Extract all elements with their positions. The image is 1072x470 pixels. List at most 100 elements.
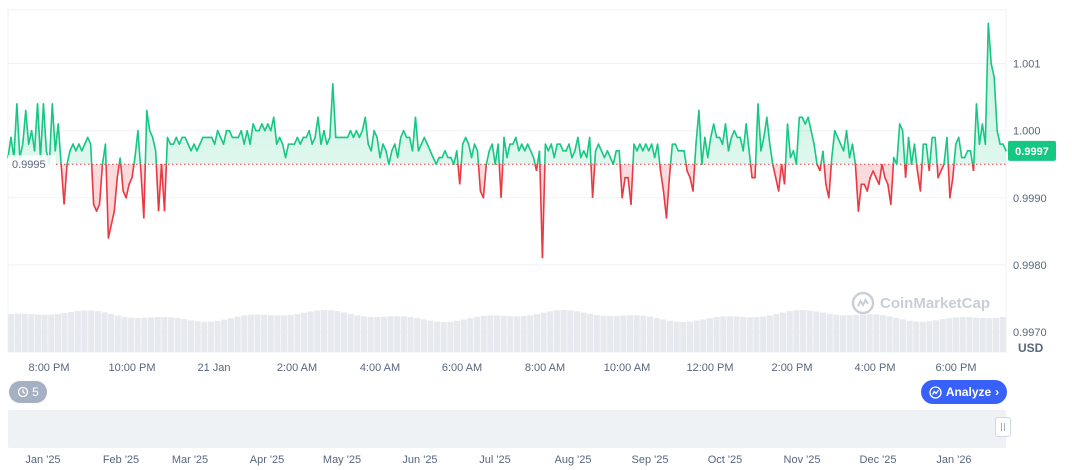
navigator-tick-label: Oct '25 — [708, 454, 743, 466]
baseline-label-bg — [8, 155, 56, 173]
price-segment — [196, 143, 201, 152]
price-segment — [373, 129, 378, 139]
price-segment — [539, 164, 544, 259]
navigator-tick-label: Nov '25 — [784, 454, 821, 466]
navigator-tick-label: Feb '25 — [103, 454, 139, 466]
price-segment — [822, 150, 825, 165]
volume-bar — [108, 313, 115, 352]
price-segment — [659, 164, 662, 172]
volume-bar — [647, 316, 654, 352]
price-segment — [823, 164, 827, 185]
price-segment — [113, 176, 119, 212]
volume-bar — [520, 315, 527, 352]
price-segment — [730, 129, 736, 139]
price-segment — [264, 123, 269, 132]
price-segment — [845, 129, 851, 159]
y-tick-label: 0.9970 — [1013, 327, 1047, 339]
price-segment — [600, 150, 606, 159]
volume-bar — [959, 317, 966, 352]
volume-bar — [933, 320, 940, 352]
price-segment — [444, 150, 449, 159]
price-segment — [706, 136, 712, 159]
price-segment — [978, 123, 984, 145]
price-segment — [190, 143, 195, 152]
volume-bar — [593, 315, 600, 352]
price-segment — [281, 143, 287, 159]
price-segment — [836, 136, 842, 145]
volume-bar — [274, 315, 281, 352]
price-segment — [904, 164, 908, 178]
y-tick-label: 0.9990 — [1013, 193, 1047, 205]
price-segment — [90, 164, 95, 205]
volume-bar — [746, 317, 753, 352]
x-tick-label: 2:00 PM — [772, 362, 813, 374]
price-segment — [346, 129, 352, 139]
price-segment — [963, 150, 969, 159]
price-segment — [830, 129, 836, 159]
price-segment — [491, 143, 496, 166]
price-segment — [784, 123, 789, 165]
price-segment — [721, 123, 727, 145]
navigator-tick-label: Jan '25 — [25, 454, 60, 466]
x-tick-label: 10:00 AM — [604, 362, 650, 374]
x-tick-label: 4:00 AM — [360, 362, 400, 374]
y-tick-label: 1.000 — [1013, 126, 1041, 138]
history-button[interactable]: 5 — [9, 381, 47, 403]
price-segment — [60, 164, 65, 205]
price-segment — [57, 123, 62, 166]
volume-bar — [321, 310, 328, 352]
price-segment — [329, 82, 334, 139]
price-segment — [786, 123, 792, 159]
price-segment — [580, 150, 585, 159]
price-segment — [154, 150, 158, 165]
price-segment — [686, 170, 691, 179]
price-segment — [75, 143, 80, 152]
volume-bar — [820, 312, 827, 352]
price-segment — [385, 150, 390, 166]
price-segment — [591, 164, 596, 198]
price-segment — [993, 76, 998, 132]
x-tick-label: 10:00 PM — [108, 362, 155, 374]
price-segment — [311, 136, 316, 145]
price-segment — [460, 144, 464, 165]
price-segment — [621, 176, 626, 199]
price-segment — [612, 150, 618, 166]
volume-bar — [194, 321, 201, 352]
volume-bar — [859, 314, 866, 352]
volume-bar — [247, 314, 254, 352]
volume-bar — [560, 310, 567, 352]
area-above-baseline — [8, 23, 1006, 165]
navigator-drag-handle[interactable] — [995, 417, 1011, 437]
x-tick-label: 2:00 AM — [277, 362, 317, 374]
price-segment — [110, 210, 116, 226]
volume-bar — [800, 310, 807, 352]
price-segment — [630, 164, 634, 205]
price-segment — [284, 143, 290, 159]
volume-bar — [394, 316, 401, 352]
price-segment — [937, 170, 942, 179]
volume-bar — [174, 318, 181, 352]
volume-bar — [613, 315, 620, 352]
price-segment — [571, 150, 576, 159]
x-tick-label: 21 Jan — [197, 362, 230, 374]
volume-bar — [380, 316, 387, 352]
price-segment — [470, 143, 476, 159]
volume-bar — [347, 313, 354, 352]
navigator-tick-label: Mar '25 — [172, 454, 208, 466]
volume-bar — [221, 319, 228, 352]
volume-bar — [154, 317, 161, 352]
price-segment — [919, 164, 923, 192]
volume-bar — [826, 313, 833, 352]
volume-bar — [740, 316, 747, 352]
price-segment — [807, 116, 812, 132]
price-segment — [66, 150, 71, 166]
range-navigator[interactable] — [8, 410, 1006, 448]
price-segment — [320, 129, 325, 145]
volume-bar — [946, 318, 953, 352]
volume-bar — [234, 316, 241, 352]
volume-bar — [992, 317, 1000, 352]
analyze-button[interactable]: Analyze › — [921, 380, 1007, 404]
volume-bar — [480, 315, 487, 352]
price-segment — [878, 164, 883, 185]
